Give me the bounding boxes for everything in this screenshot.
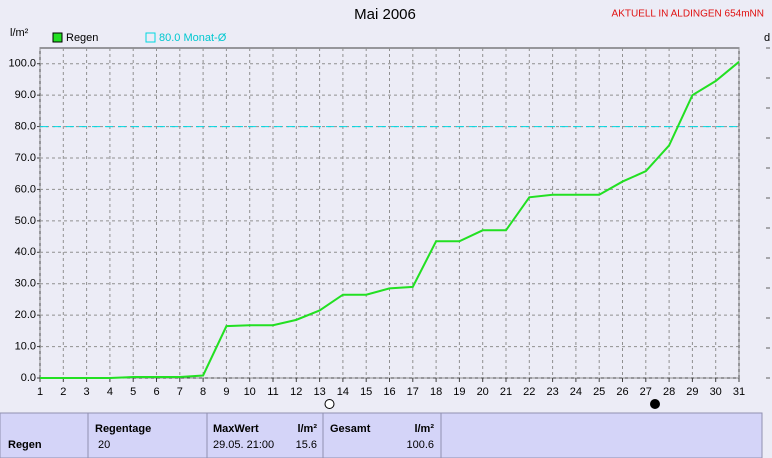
x-tick-label: 2 <box>60 386 66 398</box>
y-tick-label: 70.0 <box>15 152 36 164</box>
x-tick-label: 21 <box>500 386 512 398</box>
legend-swatch <box>145 32 156 43</box>
x-tick-label: 31 <box>733 386 745 398</box>
cell: 29.05. 21:00 <box>213 439 274 451</box>
y-tick-label: 10.0 <box>15 340 36 352</box>
x-tick-label: 30 <box>710 386 722 398</box>
y-tick-label: 30.0 <box>15 278 36 290</box>
right-label: d <box>764 32 770 44</box>
x-tick-label: 25 <box>593 386 605 398</box>
x-tick-label: 29 <box>686 386 698 398</box>
new-moon-icon <box>650 399 660 409</box>
x-tick-label: 13 <box>313 386 325 398</box>
x-tick-label: 11 <box>267 386 278 398</box>
x-tick-label: 23 <box>546 386 558 398</box>
y-tick-label: 0.0 <box>21 372 36 384</box>
x-tick-label: 7 <box>177 386 183 398</box>
header: Regentage <box>95 423 151 435</box>
x-tick-label: 20 <box>477 386 489 398</box>
header: Gesamt <box>330 423 371 435</box>
y-tick-label: 40.0 <box>15 246 36 258</box>
legend-swatch <box>52 32 63 43</box>
y-tick-label: 90.0 <box>15 89 36 101</box>
legend-label: Regen <box>66 32 98 44</box>
header: l/m² <box>414 423 434 435</box>
x-tick-label: 10 <box>244 386 256 398</box>
x-tick-label: 14 <box>337 386 349 398</box>
y-tick-label: 100.0 <box>8 58 36 70</box>
full-moon-icon <box>324 399 335 409</box>
y-tick-label: 60.0 <box>15 183 36 195</box>
cell: 20 <box>98 439 110 451</box>
x-tick-label: 19 <box>453 386 465 398</box>
cell: 100.6 <box>406 439 434 451</box>
header: MaxWert <box>213 423 259 435</box>
x-tick-label: 8 <box>200 386 206 398</box>
x-tick-label: 6 <box>153 386 159 398</box>
legend-label: 80.0 Monat-Ø <box>159 32 227 44</box>
x-tick-label: 24 <box>570 386 582 398</box>
x-tick-label: 22 <box>523 386 535 398</box>
x-tick-label: 28 <box>663 386 675 398</box>
rain-line <box>40 61 740 379</box>
row-label: Regen <box>8 439 42 451</box>
y-axis-label: l/m² <box>10 27 29 39</box>
x-tick-label: 17 <box>407 386 419 398</box>
x-tick-label: 26 <box>616 386 628 398</box>
summary-table: Regen Regentage 20 MaxWert l/m² 29.05. 2… <box>0 412 763 458</box>
x-tick-label: 5 <box>130 386 136 398</box>
x-tick-label: 1 <box>37 386 43 398</box>
x-tick-label: 27 <box>640 386 652 398</box>
y-tick-label: 20.0 <box>15 309 36 321</box>
x-tick-label: 15 <box>360 386 372 398</box>
x-tick-label: 18 <box>430 386 442 398</box>
cell: 15.6 <box>296 439 317 451</box>
x-tick-label: 12 <box>290 386 302 398</box>
station-label: AKTUELL IN ALDINGEN 654mNN <box>612 9 764 20</box>
x-tick-label: 9 <box>223 386 229 398</box>
chart-title: Mai 2006 <box>354 6 416 23</box>
y-tick-label: 80.0 <box>15 120 36 132</box>
x-tick-label: 16 <box>383 386 395 398</box>
header: l/m² <box>297 423 317 435</box>
x-tick-label: 4 <box>107 386 113 398</box>
table-bg <box>0 412 763 458</box>
x-tick-label: 3 <box>84 386 90 398</box>
y-tick-label: 50.0 <box>15 215 36 227</box>
